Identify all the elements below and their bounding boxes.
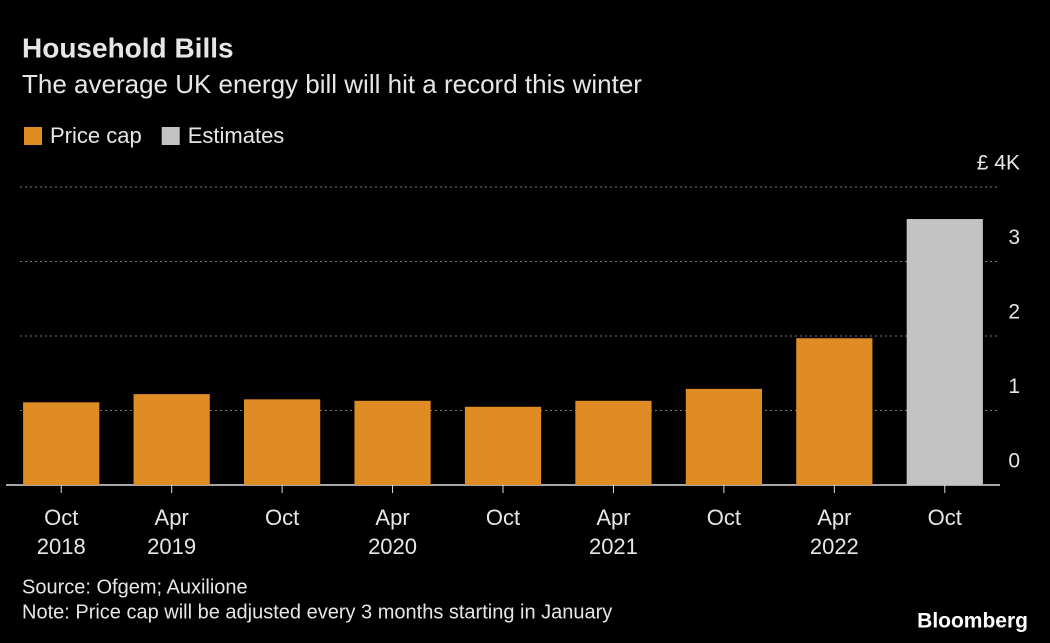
bar [23, 402, 100, 485]
note: Note: Price cap will be adjusted every 3… [22, 601, 612, 623]
x-tick-label: Oct [706, 505, 741, 530]
legend-swatch [24, 127, 42, 145]
bar [906, 219, 983, 485]
y-tick-label: 2 [1008, 301, 1020, 324]
x-tick-label: Oct 2018 [36, 505, 86, 559]
bar [796, 338, 873, 485]
x-tick-label: Apr 2022 [809, 505, 859, 559]
bar [575, 400, 652, 485]
y-tick-label: £ 4K [977, 152, 1020, 175]
legend-swatch [161, 127, 180, 145]
legend-label: Estimates [188, 123, 285, 148]
bar [354, 400, 431, 485]
chart-subtitle: The average UK energy bill will hit a re… [22, 69, 642, 99]
y-tick-label: 0 [1008, 450, 1020, 473]
x-tick-label: Oct [927, 505, 962, 530]
legend-label: Price cap [50, 123, 142, 148]
x-tick-label: Apr 2021 [588, 505, 638, 559]
logo: Bloomberg [917, 610, 1028, 633]
x-tick-label: Oct [485, 505, 521, 530]
x-tick-label: Apr 2020 [368, 505, 418, 559]
bar [133, 394, 210, 485]
source: Source: Ofgem; Auxilione [22, 576, 248, 598]
bar [685, 388, 762, 485]
bar [464, 406, 542, 485]
y-tick-label: 3 [1008, 226, 1020, 249]
x-tick-label: Oct [264, 505, 300, 530]
x-tick-label: Apr 2019 [147, 505, 197, 559]
chart-title: Household Bills [22, 32, 234, 63]
bar [244, 399, 321, 485]
y-tick-label: 1 [1008, 375, 1020, 398]
